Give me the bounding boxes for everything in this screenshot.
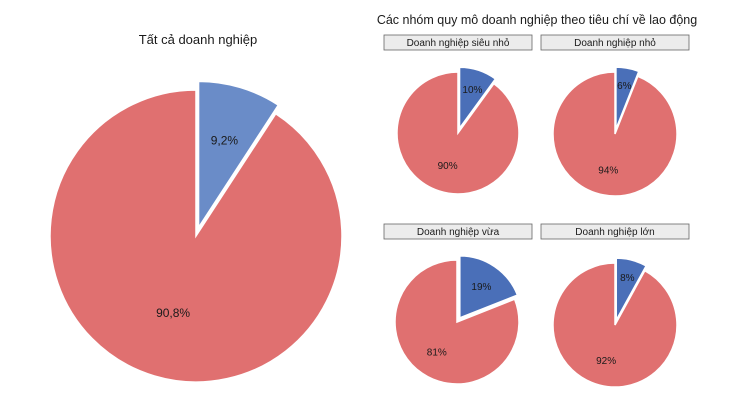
pie-medium-enterprises: 19% 81% — [394, 255, 520, 385]
data-label-1: 81% — [427, 348, 447, 359]
data-label-0: 6% — [617, 81, 632, 92]
pie-slice-1 — [49, 89, 343, 383]
data-label-1: 94% — [598, 165, 618, 176]
pie-slice-0 — [459, 255, 519, 319]
main-chart-title: Tất cả doanh nghiệp — [139, 32, 258, 47]
data-label-0: 19% — [471, 282, 491, 293]
panel-title-box-small: Doanh nghiệp nhỏ — [540, 34, 690, 51]
panel-title-large: Doanh nghiệp lớn — [575, 227, 654, 238]
data-label-0: 8% — [620, 273, 635, 284]
pie-slice-0 — [615, 66, 640, 130]
pie-all-enterprises: 9,2% 90,8% — [49, 80, 343, 383]
panel-title-box-micro: Doanh nghiệp siêu nhỏ — [383, 34, 533, 51]
data-label-0: 9,2% — [211, 134, 239, 148]
data-label-1: 90% — [438, 161, 458, 172]
pie-slice-0 — [197, 80, 280, 230]
panel-title-micro: Doanh nghiệp siêu nhỏ — [407, 37, 510, 49]
pie-slice-1 — [552, 262, 678, 388]
panel-title-medium: Doanh nghiệp vừa — [417, 227, 500, 238]
data-label-0: 10% — [462, 85, 482, 96]
panel-title-box-large: Doanh nghiệp lớn — [540, 223, 690, 240]
panel-title-box-medium: Doanh nghiệp vừa — [383, 223, 533, 240]
pie-slice-1 — [394, 259, 520, 385]
pie-large-enterprises: 8% 92% — [552, 257, 678, 388]
pie-slice-0 — [615, 257, 648, 321]
data-label-1: 92% — [596, 356, 616, 367]
pie-slice-1 — [552, 71, 678, 197]
pie-slice-0 — [458, 66, 497, 131]
panel-title-small: Doanh nghiệp nhỏ — [574, 37, 656, 49]
pie-small-enterprises: 6% 94% — [552, 66, 678, 197]
group-title: Các nhóm quy mô doanh nghiệp theo tiêu c… — [377, 13, 697, 27]
pie-micro-enterprises: 10% 90% — [396, 66, 520, 195]
pie-slice-1 — [396, 71, 520, 195]
data-label-1: 90,8% — [156, 306, 190, 320]
